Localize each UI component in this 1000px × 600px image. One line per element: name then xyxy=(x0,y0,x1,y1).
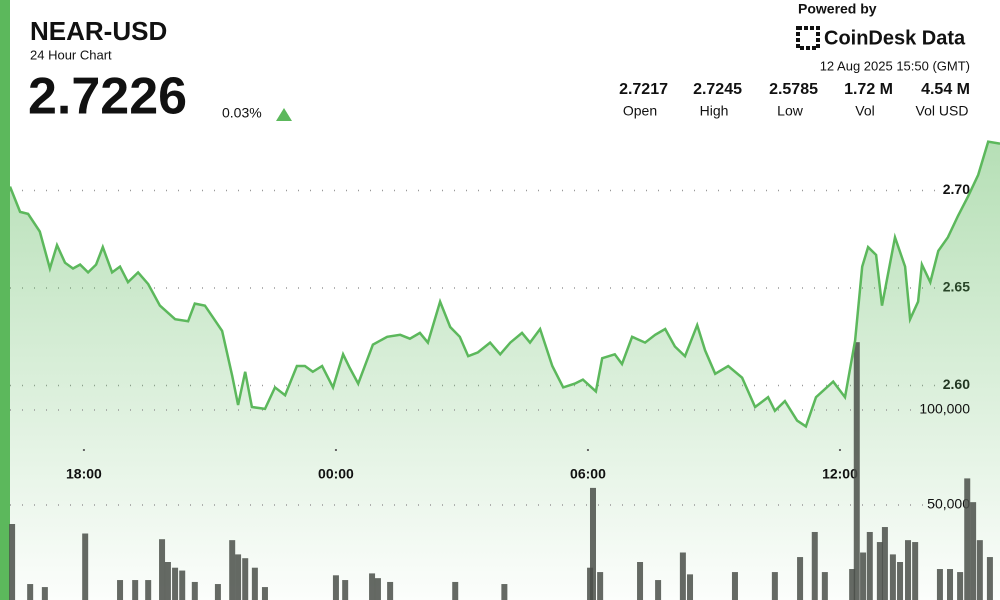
volume-bar xyxy=(811,531,818,600)
volume-bar xyxy=(889,554,896,600)
stat-label: Low xyxy=(777,103,804,119)
volume-bar xyxy=(172,567,179,600)
volume-bar xyxy=(235,554,242,600)
volume-bar xyxy=(501,584,508,600)
volume-bar xyxy=(342,580,349,600)
price: 2.7226 xyxy=(28,68,187,126)
volume-bar xyxy=(261,587,268,600)
volume-bar xyxy=(655,580,662,600)
volume-bar xyxy=(251,567,258,600)
volume-bar xyxy=(369,573,376,600)
volume-bar xyxy=(27,584,34,600)
volume-bar xyxy=(9,524,16,600)
volume-bar xyxy=(589,487,596,600)
brand: CoinDesk Data xyxy=(824,27,966,49)
subtitle: 24 Hour Chart xyxy=(30,47,112,62)
volume-bar xyxy=(41,587,48,600)
stat-value: 2.5785 xyxy=(769,81,818,98)
volume-bar xyxy=(912,542,919,600)
price-area xyxy=(10,141,1000,600)
volume-bar xyxy=(687,574,694,600)
stat-value: 2.7217 xyxy=(619,81,668,98)
volume-bar xyxy=(191,581,198,600)
volume-bar xyxy=(970,502,977,600)
x-tick-label: 00:00 xyxy=(318,466,354,482)
volume-bar xyxy=(986,557,993,600)
volume-bar xyxy=(637,562,644,600)
y-tick-label: 100,000 xyxy=(919,401,970,417)
x-tick-label: 18:00 xyxy=(66,466,102,482)
y-tick-label: 50,000 xyxy=(927,496,970,512)
brand-logo xyxy=(796,26,820,50)
stat-value: 4.54 M xyxy=(921,81,970,98)
stat-value: 2.7245 xyxy=(693,81,742,98)
volume-bar xyxy=(117,580,124,600)
volume-bar xyxy=(179,570,186,600)
volume-bar xyxy=(597,572,604,600)
volume-bar xyxy=(957,572,964,600)
change: 0.03% xyxy=(222,105,262,121)
volume-bar xyxy=(164,562,171,600)
stat-value: 1.72 M xyxy=(844,81,893,98)
volume-bar xyxy=(853,342,860,600)
volume-bar xyxy=(214,584,221,600)
volume-bar xyxy=(452,581,459,600)
stat-label: High xyxy=(700,103,729,119)
title: NEAR-USD xyxy=(30,16,167,46)
accent-bar xyxy=(0,0,10,600)
volume-bar xyxy=(876,542,883,600)
x-tick-label: 06:00 xyxy=(570,466,606,482)
price-line xyxy=(8,140,1000,429)
volume-bar xyxy=(374,578,381,600)
timestamp: 12 Aug 2025 15:50 (GMT) xyxy=(820,58,970,73)
volume-bar xyxy=(242,558,249,600)
volume-bar xyxy=(159,539,166,600)
volume-bar xyxy=(821,572,828,600)
volume-bar xyxy=(947,569,954,600)
volume-bar xyxy=(797,557,804,600)
volume-bar xyxy=(387,581,394,600)
volume-bar xyxy=(132,580,139,600)
up-arrow xyxy=(276,108,292,121)
volume-bar xyxy=(897,562,904,600)
volume-bar xyxy=(964,478,971,600)
volume-bar xyxy=(881,527,888,600)
volume-bar xyxy=(229,540,236,600)
volume-bar xyxy=(731,572,738,600)
stat-label: Open xyxy=(623,103,657,119)
stat-label: Vol USD xyxy=(916,103,969,119)
volume-bar xyxy=(679,552,686,600)
volume-bar xyxy=(771,572,778,600)
y-tick-label: 2.70 xyxy=(943,181,970,197)
volume-bar xyxy=(976,540,983,600)
volume-bar xyxy=(82,533,89,600)
volume-bar xyxy=(332,575,339,600)
stat-label: Vol xyxy=(855,103,874,119)
volume-bar xyxy=(866,531,873,600)
volume-bar xyxy=(145,580,152,600)
volume-bar xyxy=(860,552,867,600)
volume-bar xyxy=(936,569,943,600)
x-tick-label: 12:00 xyxy=(822,466,858,482)
powered-by: Powered by xyxy=(798,1,877,17)
volume-bar xyxy=(905,540,912,600)
volume-bar xyxy=(849,569,856,600)
